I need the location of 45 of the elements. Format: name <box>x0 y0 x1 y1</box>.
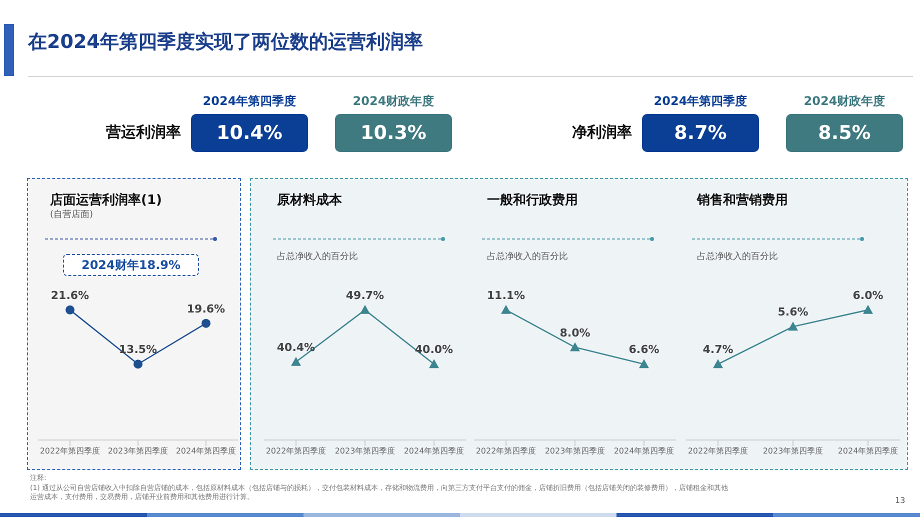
chart-title: 一般和行政费用 <box>487 192 578 209</box>
category-label: 2024年第四季度 <box>654 94 748 108</box>
x-tick-label: 2022年第四季度 <box>266 446 326 456</box>
x-tick-label: 2024年第四季度 <box>404 446 464 456</box>
x-tick-label: 2024年第四季度 <box>614 446 674 456</box>
text: 2024财年18.9% <box>63 254 199 276</box>
x-tick-label: 2024年第四季度 <box>176 446 236 456</box>
chart-title: 销售和营销费用 <box>697 192 788 209</box>
x-tick-label: 2022年第四季度 <box>476 446 536 456</box>
x-tick-label: 2023年第四季度 <box>108 446 168 456</box>
data-label: 11.1% <box>486 288 526 302</box>
data-label: 5.6% <box>778 306 808 319</box>
x-tick-label: 2023年第四季度 <box>334 446 396 456</box>
data-label: 19.6% <box>186 302 226 316</box>
x-tick-label: 2023年第四季度 <box>544 446 606 456</box>
chart-subtitle: 占总净收入的百分比 <box>277 250 358 263</box>
data-label: 13.5% <box>118 343 158 356</box>
data-label: 6.6% <box>628 343 660 356</box>
chart-title: 原材料成本 <box>277 192 342 209</box>
data-label: 8.0% <box>560 326 590 340</box>
data-label: 8.5% <box>786 114 903 152</box>
x-tick-label: 2024年第四季度 <box>838 446 898 456</box>
data-label: 10.3% <box>335 114 452 152</box>
chart-subtitle: (自营店面) <box>50 208 94 221</box>
data-label: 8.7% <box>642 114 759 152</box>
data-label: 49.7% <box>346 288 384 302</box>
data-label: 4.7% <box>702 343 734 356</box>
chart-subtitle: 占总净收入的百分比 <box>697 250 778 263</box>
category-label: 2024财政年度 <box>352 93 436 110</box>
data-label: 10.4% <box>191 114 308 152</box>
chart-subtitle: 占总净收入的百分比 <box>487 250 568 263</box>
data-label: 40.4% <box>276 340 316 354</box>
chart-title: 店面运营利润率(1) <box>50 192 162 209</box>
category-label: 2024财政年度 <box>804 94 886 108</box>
x-tick-label: 2022年第四季度 <box>40 446 100 456</box>
data-label: 6.0% <box>852 288 884 302</box>
text: 13 <box>895 496 906 505</box>
data-label: 40.0% <box>414 343 454 356</box>
series-label: 净利润率 <box>571 123 632 142</box>
x-tick-label: 2023年第四季度 <box>762 446 824 456</box>
category-label: 2024年第四季度 <box>202 93 298 110</box>
data-label: 21.6% <box>50 288 90 302</box>
series-label: 营运利润率 <box>105 123 181 142</box>
text: 在2024年第四季度实现了两位数的运营利润率 <box>28 30 423 55</box>
x-tick-label: 2022年第四季度 <box>688 446 748 456</box>
